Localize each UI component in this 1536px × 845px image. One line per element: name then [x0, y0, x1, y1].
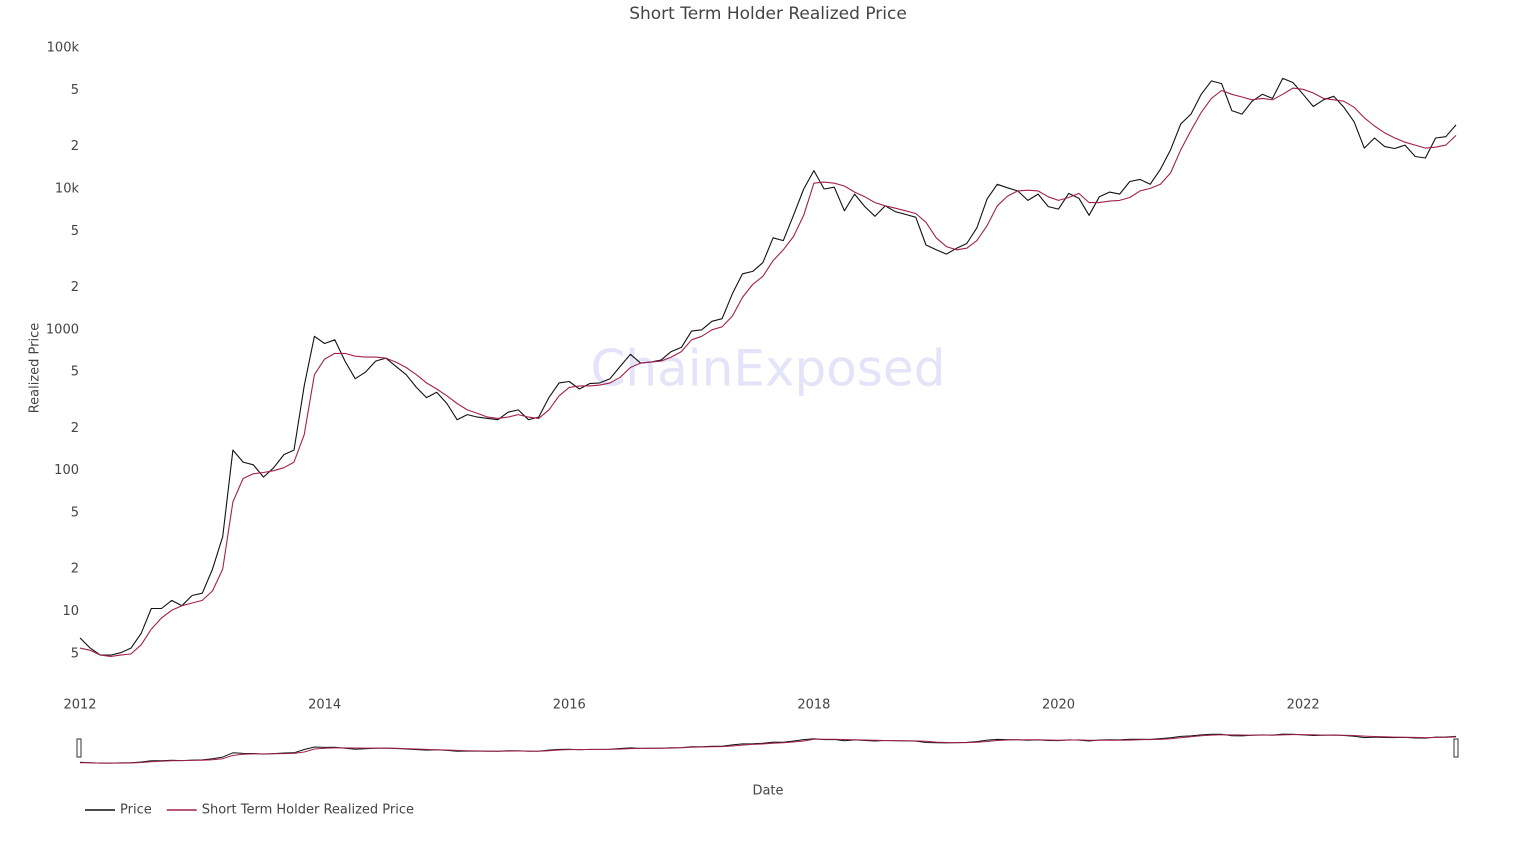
y-tick-label: 10k [55, 181, 80, 196]
range-handle[interactable] [76, 738, 82, 758]
y-tick-label: 2 [71, 139, 79, 154]
y-tick-label: 5 [71, 646, 79, 661]
y-tick-label: 5 [71, 365, 79, 380]
y-tick-label: 1000 [46, 322, 79, 337]
y-tick-label: 5 [71, 506, 79, 521]
legend-label: Short Term Holder Realized Price [202, 803, 414, 818]
x-tick-label: 2022 [1287, 698, 1320, 713]
x-tick-label: 2020 [1042, 698, 1075, 713]
x-tick-label: 2012 [63, 698, 96, 713]
x-axis-title: Date [752, 784, 783, 799]
legend-label: Price [120, 803, 152, 818]
range-handle[interactable] [1453, 738, 1459, 758]
range-slider-line [79, 734, 1457, 764]
y-tick-label: 2 [71, 562, 79, 577]
y-tick-label: 5 [71, 224, 79, 239]
watermark: ChainExposed [591, 340, 946, 398]
y-tick-label: 5 [71, 83, 79, 98]
chart-title: Short Term Holder Realized Price [629, 4, 907, 24]
y-tick-label: 2 [71, 280, 79, 295]
x-tick-label: 2014 [308, 698, 341, 713]
y-tick-label: 2 [71, 421, 79, 436]
y-tick-label: 10 [62, 604, 79, 619]
y-tick-label: 100 [54, 463, 79, 478]
series-line [79, 87, 1457, 657]
x-tick-label: 2016 [553, 698, 586, 713]
y-tick-label: 100k [47, 41, 80, 56]
range-slider-line [79, 733, 1457, 764]
series-line [79, 77, 1457, 656]
y-axis-title: Realized Price [28, 323, 43, 414]
x-tick-label: 2018 [797, 698, 830, 713]
